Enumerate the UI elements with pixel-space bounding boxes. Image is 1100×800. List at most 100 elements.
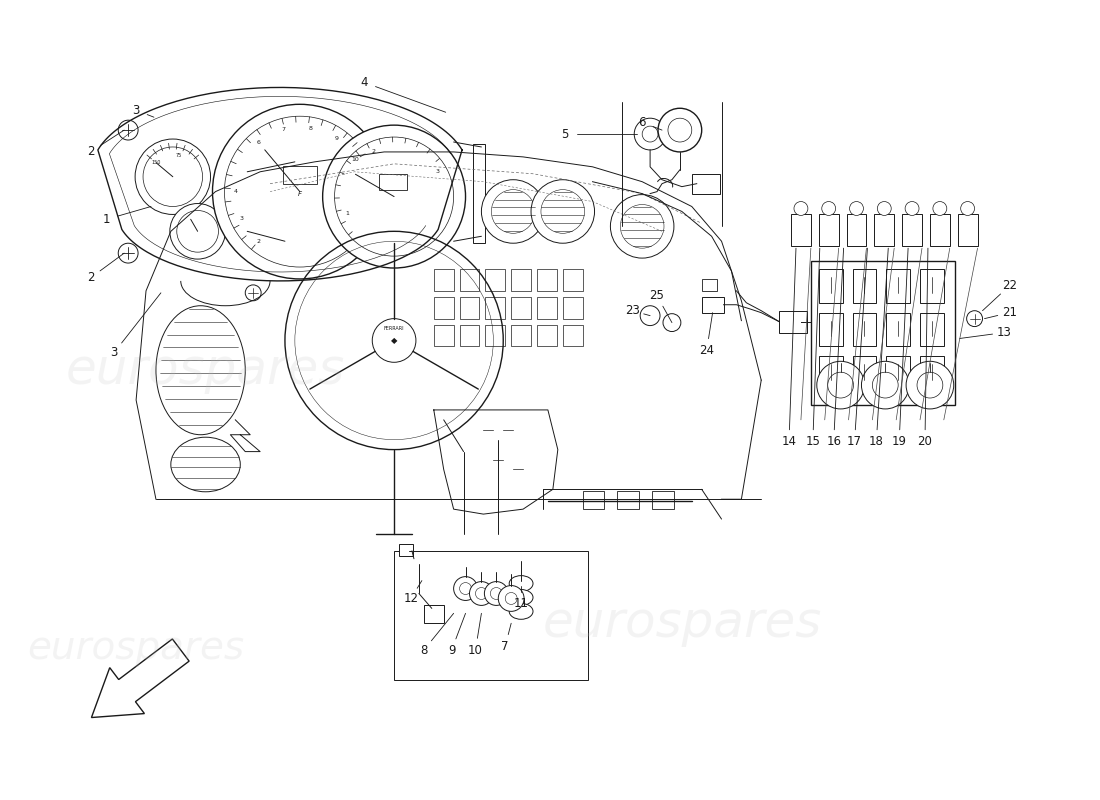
Text: 6: 6: [638, 116, 646, 129]
Text: 7: 7: [282, 127, 285, 132]
Bar: [379, 174, 407, 190]
Text: 21: 21: [1002, 306, 1016, 319]
Bar: [537, 325, 557, 346]
Bar: [537, 297, 557, 318]
Text: 14: 14: [781, 435, 796, 448]
Text: 18: 18: [869, 435, 883, 448]
Bar: [920, 356, 944, 390]
Text: 4: 4: [361, 76, 368, 89]
Bar: [958, 214, 978, 246]
Text: 75: 75: [176, 154, 183, 158]
Text: 5: 5: [561, 127, 569, 141]
Circle shape: [663, 314, 681, 331]
Circle shape: [861, 362, 909, 409]
Circle shape: [169, 203, 226, 259]
Bar: [920, 269, 944, 302]
Circle shape: [531, 180, 594, 243]
Circle shape: [635, 118, 666, 150]
Circle shape: [484, 582, 508, 606]
Circle shape: [245, 285, 261, 301]
Bar: [818, 313, 843, 346]
Text: 8: 8: [309, 126, 313, 130]
Bar: [818, 356, 843, 390]
Circle shape: [822, 202, 836, 215]
Text: 17: 17: [847, 435, 862, 448]
Text: eurospares: eurospares: [28, 629, 244, 667]
Bar: [902, 214, 922, 246]
Circle shape: [135, 139, 210, 214]
Bar: [811, 261, 955, 405]
Bar: [473, 144, 485, 243]
Bar: [852, 356, 877, 390]
Text: 9: 9: [334, 136, 339, 142]
Text: 6: 6: [256, 140, 261, 145]
Text: 3: 3: [132, 104, 140, 117]
Bar: [563, 269, 583, 291]
Bar: [887, 356, 910, 390]
Circle shape: [498, 586, 524, 611]
Text: 2: 2: [256, 238, 261, 243]
Bar: [512, 297, 531, 318]
Text: 10: 10: [468, 643, 483, 657]
Bar: [485, 269, 505, 291]
Circle shape: [817, 362, 865, 409]
Ellipse shape: [509, 590, 534, 606]
Ellipse shape: [156, 306, 245, 434]
Text: 2: 2: [87, 271, 95, 285]
Text: 7: 7: [502, 639, 509, 653]
Bar: [791, 214, 811, 246]
Circle shape: [118, 120, 139, 140]
Bar: [702, 279, 716, 291]
Circle shape: [482, 180, 544, 243]
Text: 19: 19: [892, 435, 906, 448]
Circle shape: [322, 125, 465, 268]
Text: F: F: [298, 190, 301, 197]
Text: 12: 12: [404, 592, 418, 605]
Bar: [424, 606, 443, 623]
Bar: [512, 325, 531, 346]
Text: 3: 3: [240, 216, 243, 222]
Text: FERRARI: FERRARI: [384, 326, 405, 331]
Circle shape: [453, 577, 477, 601]
Text: ◆: ◆: [390, 336, 397, 345]
Text: 150: 150: [152, 160, 161, 166]
Text: 20: 20: [917, 435, 933, 448]
Text: 24: 24: [700, 344, 714, 357]
Bar: [874, 214, 894, 246]
Bar: [652, 491, 674, 509]
Bar: [563, 297, 583, 318]
Circle shape: [960, 202, 975, 215]
Bar: [887, 313, 910, 346]
Bar: [460, 269, 480, 291]
Text: 13: 13: [997, 326, 1012, 339]
Text: 10: 10: [352, 157, 360, 162]
Circle shape: [967, 310, 982, 326]
Text: 9: 9: [448, 643, 455, 657]
Circle shape: [658, 108, 702, 152]
Bar: [563, 325, 583, 346]
Circle shape: [610, 194, 674, 258]
Bar: [433, 269, 453, 291]
Bar: [702, 297, 724, 313]
Ellipse shape: [509, 576, 534, 591]
Circle shape: [878, 202, 891, 215]
Text: 1: 1: [345, 211, 350, 216]
Bar: [930, 214, 949, 246]
Bar: [779, 310, 807, 333]
Bar: [617, 491, 639, 509]
Bar: [818, 214, 838, 246]
Text: 1: 1: [102, 213, 110, 226]
Bar: [512, 269, 531, 291]
Bar: [852, 313, 877, 346]
Circle shape: [118, 243, 139, 263]
Bar: [283, 166, 317, 184]
Bar: [537, 269, 557, 291]
Circle shape: [212, 104, 387, 279]
Bar: [433, 325, 453, 346]
Text: eurospares: eurospares: [542, 599, 822, 647]
Bar: [887, 269, 910, 302]
Text: 3: 3: [436, 170, 439, 174]
Text: 16: 16: [826, 435, 842, 448]
Bar: [399, 544, 412, 556]
Bar: [583, 491, 605, 509]
